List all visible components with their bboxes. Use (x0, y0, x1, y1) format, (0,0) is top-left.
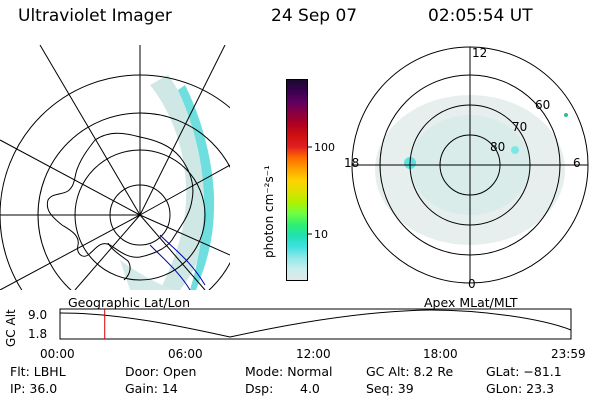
geographic-map (0, 45, 230, 290)
right-map-label: Apex MLat/MLT (424, 295, 518, 310)
info-glon: GLon: 23.3 (486, 381, 555, 396)
altitude-curve (59, 309, 572, 338)
lat-label-80: 80 (490, 140, 505, 154)
colorbar-ticks: 100 10 (307, 141, 335, 241)
xtick-1800: 18:00 (423, 347, 458, 361)
ytick-9: 9.0 (28, 308, 47, 322)
mlt-label-6: 6 (573, 156, 581, 170)
colorbar-tick-100: 100 (314, 141, 335, 154)
ytick-1-8: 1.8 (28, 327, 47, 341)
info-glat: GLat: −81.1 (486, 364, 562, 379)
colorbar-unit-label: photon cm⁻²s⁻¹ (262, 165, 276, 258)
info-gc-alt: GC Alt: 8.2 Re (366, 364, 454, 379)
info-mode: Mode: Normal (245, 364, 333, 379)
lat-label-60: 60 (535, 98, 550, 112)
info-dsp-value: 4.0 (300, 381, 320, 396)
altitude-plot: 9.0 1.8 00:00 06:00 12:00 18:00 23:59 (28, 308, 586, 361)
info-flt: Flt: LBHL (10, 364, 66, 379)
xtick-0600: 06:00 (168, 347, 203, 361)
mlt-label-0: 0 (468, 277, 476, 290)
info-door: Door: Open (125, 364, 197, 379)
info-dsp-label: Dsp: (245, 381, 274, 396)
xtick-2359: 23:59 (551, 347, 586, 361)
coastline (46, 132, 194, 258)
altitude-ylabel: GC Alt (4, 309, 18, 347)
date-label: 24 Sep 07 (271, 6, 358, 26)
mlt-label-12: 12 (472, 46, 487, 60)
info-ip: IP: 36.0 (10, 381, 58, 396)
mlat-mlt-map: 12 0 18 6 60 70 80 (344, 46, 589, 290)
colorbar-tick-10: 10 (314, 228, 328, 241)
xtick-1200: 12:00 (296, 347, 331, 361)
xtick-0000: 00:00 (40, 347, 75, 361)
instrument-title: Ultraviolet Imager (18, 6, 172, 26)
lat-label-70: 70 (512, 120, 527, 134)
left-map-label: Geographic Lat/Lon (68, 295, 190, 310)
mlt-label-18: 18 (344, 156, 359, 170)
time-label: 02:05:54 UT (428, 6, 533, 26)
info-gain: Gain: 14 (125, 381, 178, 396)
info-seq: Seq: 39 (366, 381, 414, 396)
colorbar (286, 79, 308, 281)
